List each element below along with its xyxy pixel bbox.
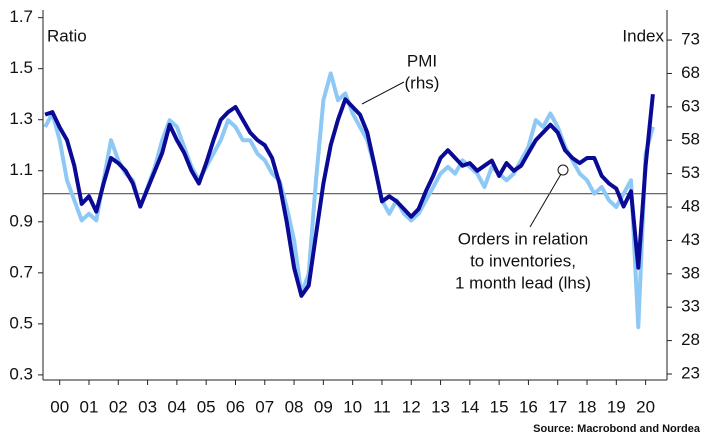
y2-tick-label: 38 xyxy=(681,263,700,282)
x-tick-label: 07 xyxy=(255,397,274,416)
y-tick-label: 0.7 xyxy=(9,262,33,281)
y2-tick-label: 68 xyxy=(681,63,700,82)
x-tick-label: 18 xyxy=(578,397,597,416)
y2-tick-label: 53 xyxy=(681,163,700,182)
annotation: 1 month lead (lhs) xyxy=(455,273,591,292)
x-tick-label: 14 xyxy=(460,397,479,416)
y2-tick-label: 23 xyxy=(681,363,700,382)
x-tick-label: 05 xyxy=(197,397,216,416)
x-tick-label: 15 xyxy=(490,397,509,416)
y2-tick-label: 58 xyxy=(681,130,700,149)
x-tick-label: 10 xyxy=(343,397,362,416)
x-tick-label: 20 xyxy=(636,397,655,416)
annotation-marker xyxy=(557,164,569,176)
annotation: Orders in relation xyxy=(458,229,588,248)
x-tick-label: 08 xyxy=(285,397,304,416)
x-tick-label: 13 xyxy=(431,397,450,416)
x-tick-label: 17 xyxy=(548,397,567,416)
x-tick-label: 00 xyxy=(50,397,69,416)
x-tick-label: 11 xyxy=(373,397,391,416)
y-tick-label: 0.5 xyxy=(9,313,33,332)
annotation-pointer xyxy=(361,81,405,105)
x-tick-label: 09 xyxy=(314,397,333,416)
y-tick-label: 1.3 xyxy=(9,109,33,128)
x-tick-label: 03 xyxy=(138,397,157,416)
x-tick-label: 02 xyxy=(109,397,128,416)
annotation: (rhs) xyxy=(405,73,440,92)
x-tick-label: 12 xyxy=(402,397,421,416)
y2-tick-label: 28 xyxy=(681,330,700,349)
y-tick-label: 1.1 xyxy=(9,160,33,179)
x-tick-label: 01 xyxy=(80,397,99,416)
y-tick-label: 1.5 xyxy=(9,58,33,77)
y2-tick-label: 48 xyxy=(681,197,700,216)
x-tick-label: 19 xyxy=(607,397,626,416)
x-tick-label: 06 xyxy=(226,397,245,416)
y-tick-label: 0.9 xyxy=(9,211,33,230)
y2-tick-label: 33 xyxy=(681,297,700,316)
y-tick-label: 0.3 xyxy=(9,364,33,383)
y2-tick-label: 63 xyxy=(681,96,700,115)
y2-tick-label: 73 xyxy=(681,30,700,49)
data-line xyxy=(44,93,655,298)
y2-axis-label: Index xyxy=(622,26,664,45)
y-axis-label: Ratio xyxy=(47,26,87,45)
y-tick-label: 1.7 xyxy=(9,7,33,26)
annotation-pointer xyxy=(529,173,562,228)
x-tick-label: 04 xyxy=(167,397,186,416)
source: Source: Macrobond and Nordea xyxy=(533,423,701,435)
y2-tick-label: 43 xyxy=(681,230,700,249)
annotation: PMI xyxy=(407,51,437,70)
x-tick-label: 16 xyxy=(519,397,538,416)
annotation: to inventories, xyxy=(470,251,576,270)
